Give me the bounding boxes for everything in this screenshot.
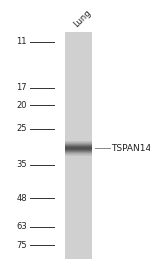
Bar (64, 143, 92, 144)
Text: 17: 17 (16, 83, 27, 92)
Bar (64, 154, 92, 155)
Text: 75: 75 (16, 241, 27, 250)
Text: 25: 25 (16, 124, 27, 133)
FancyBboxPatch shape (64, 32, 92, 259)
Text: 35: 35 (16, 160, 27, 169)
Bar (64, 150, 92, 151)
Bar (64, 146, 92, 147)
Bar (64, 147, 92, 148)
Text: 63: 63 (16, 223, 27, 232)
Text: 20: 20 (16, 101, 27, 110)
Bar (64, 149, 92, 150)
Text: 11: 11 (16, 37, 27, 46)
Bar (64, 152, 92, 153)
Text: Lung: Lung (72, 8, 93, 29)
Text: 48: 48 (16, 194, 27, 202)
Bar (64, 145, 92, 146)
Bar (64, 148, 92, 149)
Text: TSPAN14: TSPAN14 (111, 144, 150, 153)
Bar (64, 142, 92, 143)
Bar (64, 144, 92, 145)
Bar (64, 151, 92, 152)
Bar (64, 153, 92, 154)
Bar (64, 141, 92, 142)
